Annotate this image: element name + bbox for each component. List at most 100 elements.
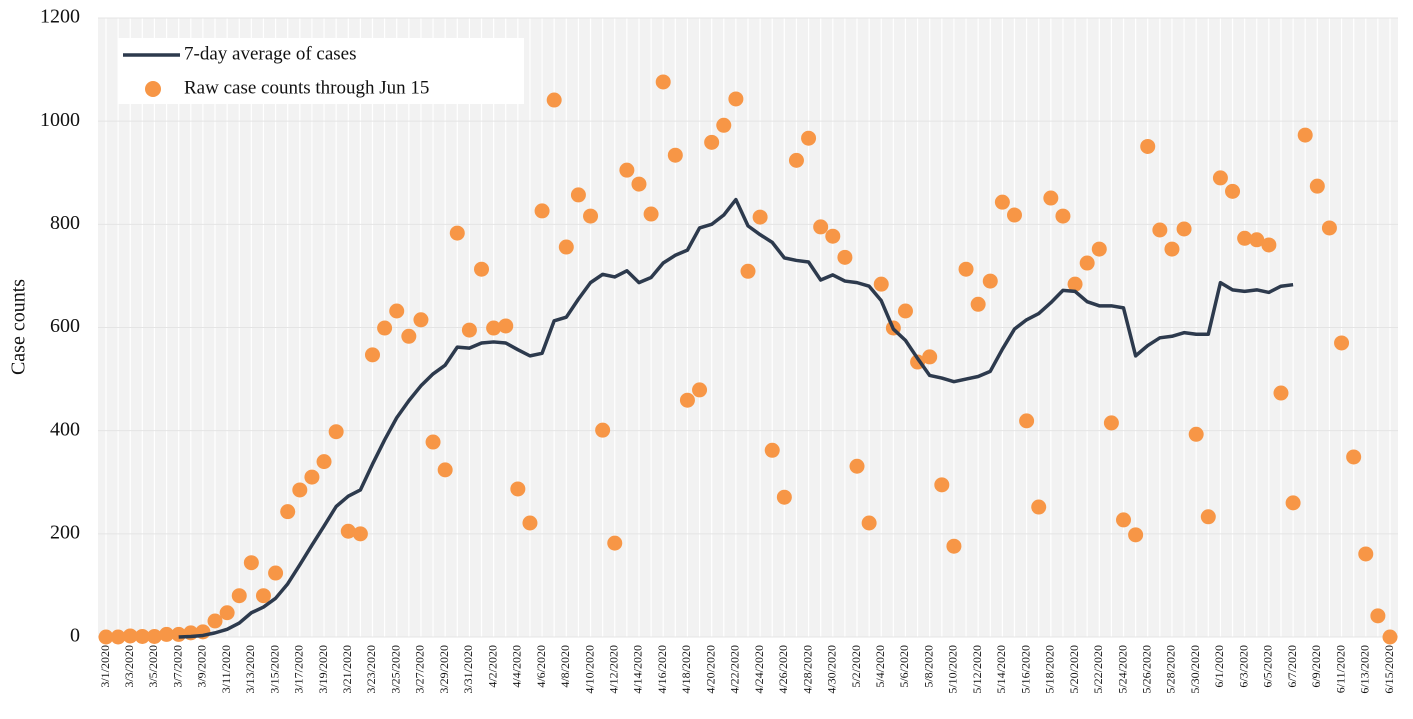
case-dot [643,206,659,222]
case-dot [1031,499,1047,515]
case-dot [1261,237,1277,253]
case-dot [352,526,368,542]
case-dot [897,303,913,319]
case-dot [788,152,804,168]
legend-swatch [145,81,161,97]
x-tick-label: 5/28/2020 [1164,645,1178,694]
x-tick-label: 3/3/2020 [122,645,136,688]
x-tick-label: 3/1/2020 [98,645,112,688]
legend-label: Raw case counts through Jun 15 [184,77,429,98]
x-tick-label: 4/18/2020 [679,645,693,694]
x-tick-label: 3/7/2020 [170,645,184,688]
x-tick-label: 3/29/2020 [437,645,451,694]
case-dot [1152,222,1168,238]
case-dot [1249,232,1265,248]
case-dot [498,318,514,334]
case-dot [316,454,332,470]
case-dot [280,504,296,520]
x-tick-label: 6/7/2020 [1285,645,1299,688]
x-tick-label: 6/13/2020 [1358,645,1372,694]
legend-box [118,38,524,104]
case-dot [292,482,308,498]
case-dot [1273,385,1289,401]
y-tick-label: 1200 [40,6,80,28]
x-tick-label: 3/19/2020 [316,645,330,694]
x-tick-label: 5/18/2020 [1043,645,1057,694]
case-dot [98,629,114,645]
case-dot [1212,170,1228,186]
case-dot [728,91,744,107]
y-tick-label: 600 [50,315,80,337]
y-tick-label: 800 [50,212,80,234]
x-tick-label: 6/11/2020 [1333,645,1347,693]
x-tick-label: 4/8/2020 [558,645,572,688]
x-tick-label: 5/14/2020 [994,645,1008,694]
case-dot [970,296,986,312]
case-dot [946,538,962,554]
x-tick-label: 5/8/2020 [921,645,935,688]
x-tick-label: 4/14/2020 [631,645,645,694]
case-dot [692,382,708,398]
case-dot [558,239,574,255]
case-dot [595,422,611,438]
case-dot [122,628,138,644]
case-dot [740,263,756,279]
case-dot [1237,230,1253,246]
case-dot [813,219,829,235]
case-dot [679,392,695,408]
case-dot [146,628,162,644]
case-dot [1188,426,1204,442]
case-dot [377,320,393,336]
y-tick-label: 400 [50,418,80,440]
case-dot [328,424,344,440]
case-dot [1200,509,1216,525]
case-dot [461,322,477,338]
x-tick-label: 5/20/2020 [1067,645,1081,694]
x-tick-label: 4/20/2020 [703,645,717,694]
case-dot [583,208,599,224]
x-tick-label: 4/10/2020 [582,645,596,694]
y-tick-label: 0 [70,625,80,647]
x-tick-label: 5/2/2020 [849,645,863,688]
case-dot [159,626,175,642]
case-dot [486,320,502,336]
x-tick-label: 6/9/2020 [1309,645,1323,688]
x-tick-label: 5/12/2020 [970,645,984,694]
case-dot [534,203,550,219]
case-dot [219,605,235,621]
case-dot [825,228,841,244]
case-dot [207,613,223,629]
case-dot [631,176,647,192]
x-tick-label: 3/15/2020 [267,645,281,694]
case-dot [1334,335,1350,351]
case-dot [1116,512,1132,528]
x-tick-label: 4/28/2020 [800,645,814,694]
x-tick-label: 3/21/2020 [340,645,354,694]
case-dot [837,249,853,265]
case-dot [1297,127,1313,143]
y-axis-title: Case counts [8,279,30,375]
case-dot [655,74,671,90]
case-dot [1358,546,1374,562]
x-tick-label: 5/6/2020 [897,645,911,688]
case-dot [1079,255,1095,271]
case-dot [958,261,974,277]
case-dot [364,347,380,363]
case-dot [1019,413,1035,429]
x-tick-label: 4/6/2020 [534,645,548,688]
case-dot [231,588,247,604]
x-tick-label: 4/2/2020 [485,645,499,688]
case-dot [134,628,150,644]
case-dot [1176,221,1192,237]
case-dot [619,162,635,178]
case-dot [401,328,417,344]
case-dot [510,481,526,497]
case-dot [1346,449,1362,465]
legend-label: 7-day average of cases [184,43,356,64]
case-dot [1382,629,1398,645]
case-dot [1309,178,1325,194]
case-dot [1091,241,1107,257]
case-dot [268,565,284,581]
case-dot [570,187,586,203]
case-dot [1128,527,1144,543]
